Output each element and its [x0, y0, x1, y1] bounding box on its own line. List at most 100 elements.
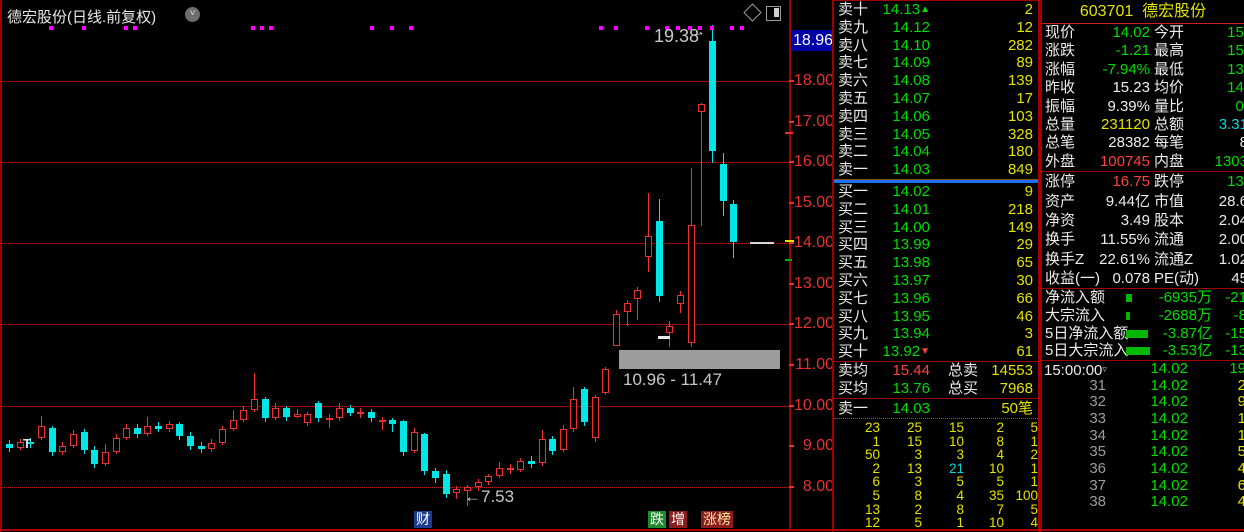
tick-price: 14.02: [1150, 443, 1188, 461]
tick-row[interactable]: 35 14.02 5: [1042, 444, 1244, 461]
info-value2: 14.: [1227, 79, 1244, 97]
tick-row[interactable]: 34 14.02 1: [1042, 427, 1244, 445]
tag-increase[interactable]: 增: [669, 511, 687, 528]
ask-row[interactable]: 卖八 14.10 282: [834, 37, 1038, 55]
info-value2: 1303: [1214, 152, 1244, 170]
ask-row[interactable]: 卖四 14.06 103: [834, 108, 1038, 126]
bid-row[interactable]: 买八 13.95 46: [834, 308, 1038, 326]
ask-row-label: 卖九: [838, 18, 869, 36]
ask-row[interactable]: 卖十 14.13▲ 2: [834, 1, 1038, 19]
tick-row[interactable]: 38 14.02 4: [1042, 494, 1244, 511]
bid-row[interactable]: 买十 13.92▼ 61: [834, 343, 1038, 361]
candle-wick: [648, 192, 649, 272]
ask-row-price: 14.10: [892, 36, 930, 54]
info-label: 涨跌: [1045, 42, 1076, 60]
candle: [645, 236, 652, 258]
chevron-down-icon[interactable]: ˅: [185, 7, 200, 22]
candle: [485, 476, 493, 482]
event-dot: [688, 26, 692, 30]
ask-row[interactable]: 卖九 14.12 12: [834, 19, 1038, 37]
h-gridline: [2, 81, 789, 83]
tick-row[interactable]: 15:00:00▿ 14.02 19: [1042, 360, 1244, 378]
candle: [304, 413, 312, 423]
info-value: -1.21: [1115, 42, 1150, 60]
info-value: 100745: [1099, 152, 1150, 170]
queue-cell: 13: [864, 501, 880, 517]
queue-cell: 50: [864, 447, 880, 463]
info-label: 外盘: [1045, 152, 1076, 170]
bid-row-volume: 46: [1016, 307, 1033, 325]
event-dot: [370, 26, 374, 30]
candle: [16, 441, 24, 449]
tick-row[interactable]: 36 14.02 4: [1042, 460, 1244, 478]
stock-title[interactable]: 603701 德宏股份: [1042, 0, 1244, 24]
tag-finance[interactable]: 财: [414, 511, 432, 528]
price-axis-label: 14.00: [793, 234, 834, 252]
tick-time: 38: [1089, 493, 1106, 511]
bid-row[interactable]: 买四 13.99 29: [834, 236, 1038, 254]
flow-bar: [1126, 294, 1132, 303]
avg-label: 卖均: [838, 361, 869, 379]
panel-toggle-icon[interactable]: [766, 6, 781, 21]
candle-wick: [328, 413, 330, 428]
ask-row[interactable]: 卖六 14.08 139: [834, 72, 1038, 90]
bid-row-price: 14.01: [892, 200, 930, 218]
candle: [602, 369, 610, 394]
axis-price-marker: 18.96: [792, 30, 834, 51]
queue-cell: 3: [956, 447, 964, 463]
ask-row[interactable]: 卖一 14.03 849: [834, 161, 1038, 179]
candle: [623, 303, 631, 313]
tick-volume: 4: [1238, 460, 1244, 478]
info-label2: 每笔: [1154, 134, 1185, 152]
queue-cell: 3: [914, 447, 922, 463]
axis-tick: [789, 282, 794, 285]
bid-row-price: 13.92▼: [882, 343, 930, 361]
flow-label: 5日净流入额: [1045, 324, 1129, 342]
price-axis-label: 17.00: [793, 112, 834, 130]
bid-row-price: 13.94: [892, 325, 930, 343]
tick-row[interactable]: 33 14.02 1: [1042, 410, 1244, 428]
queue-cell: 2: [872, 460, 880, 476]
best-ask-row[interactable]: 卖一 14.03 50笔: [834, 399, 1038, 419]
ask-row[interactable]: 卖二 14.04 180: [834, 143, 1038, 161]
candle: [591, 397, 599, 438]
candle: [282, 407, 290, 417]
fund-flow-row: 5日净流入额 -3.87亿 -15: [1042, 325, 1244, 343]
bid-row[interactable]: 买一 14.02 9: [834, 183, 1038, 201]
bid-row[interactable]: 买六 13.97 30: [834, 272, 1038, 290]
candle: [549, 438, 557, 451]
bid-row[interactable]: 买九 13.94 3: [834, 325, 1038, 343]
tick-row[interactable]: 31 14.02 2: [1042, 377, 1244, 395]
bid-row[interactable]: 买二 14.01 218: [834, 201, 1038, 219]
candle: [112, 437, 120, 453]
ask-row-price: 14.09: [892, 54, 930, 72]
gap-zone-box: [619, 350, 780, 369]
ask-row-label: 卖七: [838, 54, 869, 72]
info-row: 振幅 9.39%量比 0.: [1042, 98, 1244, 116]
ask-row[interactable]: 卖五 14.07 17: [834, 90, 1038, 108]
ask-row-price: 14.06: [892, 107, 930, 125]
info-value2: 8: [1240, 134, 1244, 152]
ask-row-label: 卖五: [838, 89, 869, 107]
best-ask-price: 14.03: [892, 399, 930, 417]
bid-row-volume: 61: [1016, 343, 1033, 361]
bid-row[interactable]: 买五 13.98 65: [834, 254, 1038, 272]
chart-plot-area[interactable]: [2, 0, 789, 530]
bid-row[interactable]: 买三 14.00 149: [834, 219, 1038, 237]
axis-tick: [789, 120, 794, 123]
axis-tick: [789, 445, 794, 448]
ask-row[interactable]: 卖三 14.05 328: [834, 126, 1038, 144]
tick-row[interactable]: 32 14.02 9: [1042, 394, 1244, 411]
tag-fall[interactable]: 跌: [648, 511, 666, 528]
tick-row[interactable]: 37 14.02 6: [1042, 477, 1244, 495]
bid-row-label: 买五: [838, 254, 869, 272]
price-axis-label: 11.00: [795, 355, 834, 373]
candle: [123, 427, 131, 438]
candlestick-chart-panel[interactable]: T 19.38 → 10.96 - 11.47 ←7.53 德宏股份(日线.前复…: [0, 0, 834, 532]
ask-row[interactable]: 卖七 14.09 89: [834, 54, 1038, 72]
tag-gainers[interactable]: 涨榜: [701, 511, 733, 528]
candle: [400, 420, 408, 453]
bid-row[interactable]: 买七 13.96 66: [834, 290, 1038, 308]
ask-row-price: 14.12: [892, 18, 930, 36]
